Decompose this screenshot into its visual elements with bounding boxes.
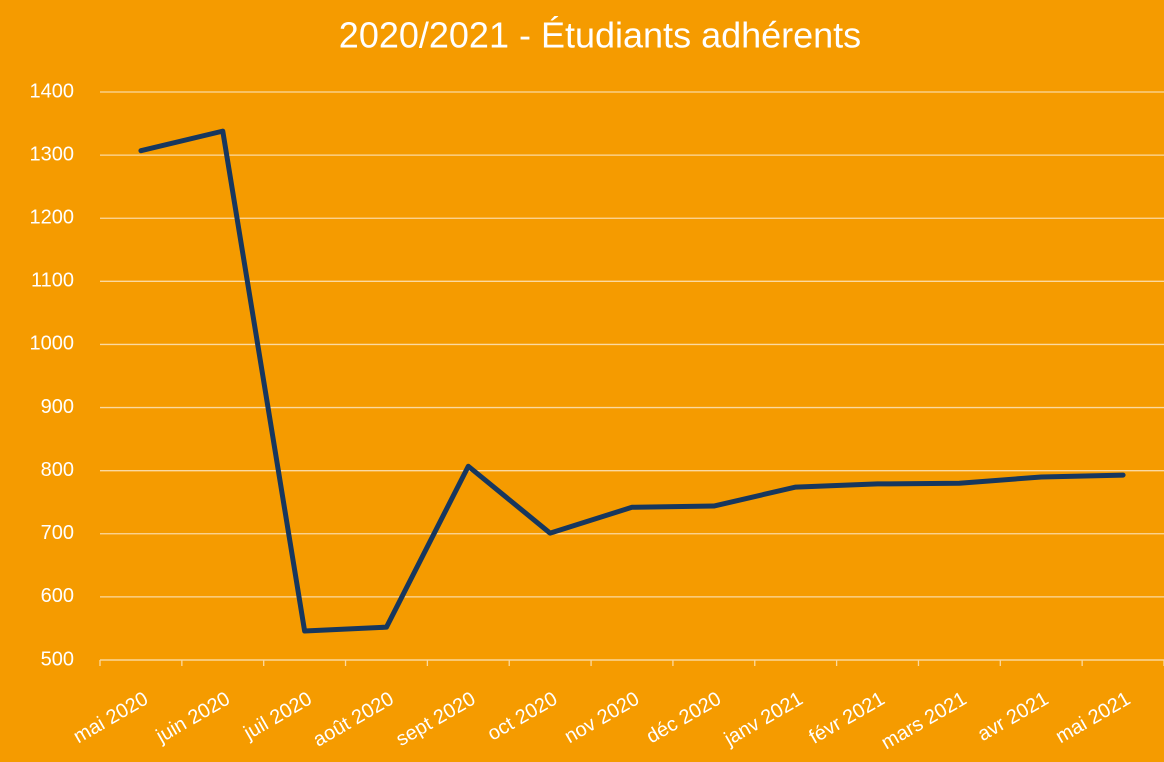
y-tick-label: 1300 xyxy=(30,143,75,165)
y-tick-label: 500 xyxy=(41,648,74,670)
y-tick-label: 900 xyxy=(41,396,74,418)
y-tick-label: 1000 xyxy=(30,333,75,355)
y-tick-label: 800 xyxy=(41,459,74,481)
chart-title: 2020/2021 - Étudiants adhérents xyxy=(339,15,861,56)
y-tick-label: 1200 xyxy=(30,207,75,229)
line-series xyxy=(138,128,1126,634)
y-tick-label: 1400 xyxy=(30,80,75,102)
y-tick-label: 1100 xyxy=(31,270,74,292)
y-tick-label: 600 xyxy=(41,585,74,607)
y-tick-label: 700 xyxy=(41,522,74,544)
